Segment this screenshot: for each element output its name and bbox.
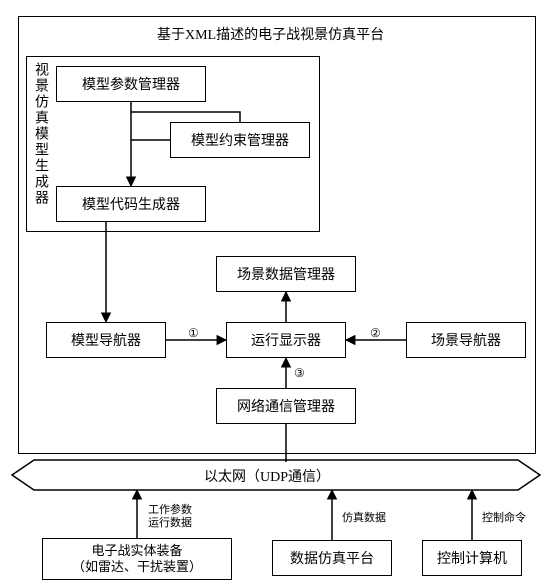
node-ew-equip: 电子战实体装备 （如雷达、干扰装置） bbox=[42, 538, 232, 580]
edge-marker: ① bbox=[188, 326, 199, 341]
node-model-nav: 模型导航器 bbox=[46, 322, 166, 358]
edge-marker: ③ bbox=[294, 366, 305, 381]
node-scene-data: 场景数据管理器 bbox=[216, 256, 356, 292]
node-param-mgr: 模型参数管理器 bbox=[56, 66, 206, 102]
ethernet-bus-label: 以太网（UDP通信） bbox=[204, 466, 330, 486]
platform-title: 基于XML描述的电子战视景仿真平台 bbox=[157, 24, 384, 44]
node-scene-nav: 场景导航器 bbox=[406, 322, 526, 358]
edge-label: 仿真数据 bbox=[342, 512, 386, 525]
edge-label: 控制命令 bbox=[482, 512, 526, 525]
node-constraint-mgr: 模型约束管理器 bbox=[170, 122, 310, 158]
generator-vertical-label: 视景仿真模型生成器 bbox=[30, 62, 50, 226]
node-run-display: 运行显示器 bbox=[226, 322, 346, 358]
node-sim-platform: 数据仿真平台 bbox=[272, 540, 392, 576]
node-code-gen: 模型代码生成器 bbox=[56, 186, 206, 222]
node-ctrl-computer: 控制计算机 bbox=[422, 540, 522, 576]
node-net-mgr: 网络通信管理器 bbox=[216, 388, 356, 424]
edge-marker: ② bbox=[370, 326, 381, 341]
edge-label: 工作参数 运行数据 bbox=[148, 504, 192, 529]
